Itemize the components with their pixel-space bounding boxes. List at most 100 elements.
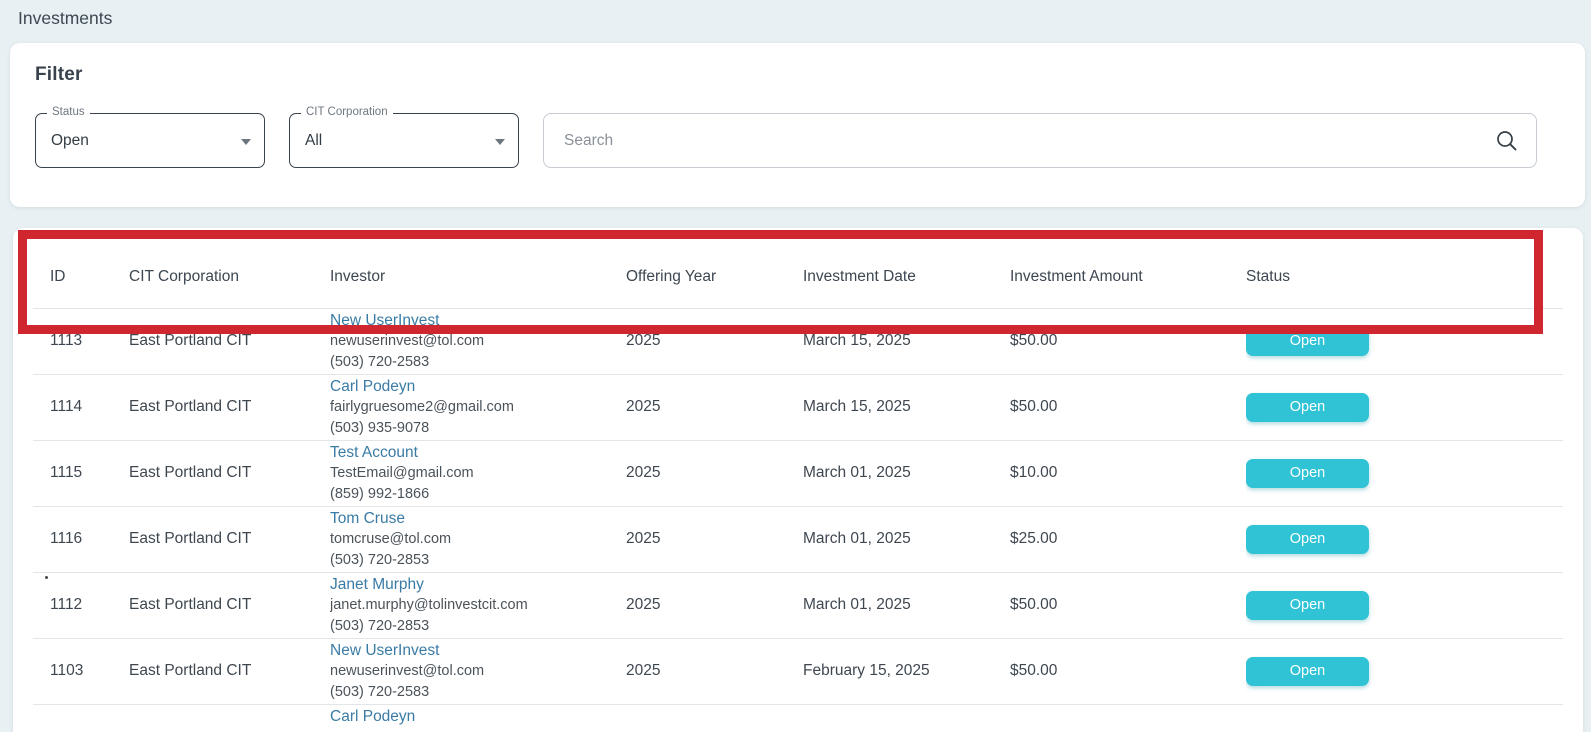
column-header-investment-date: Investment Date bbox=[803, 228, 1010, 309]
search-field bbox=[543, 113, 1537, 168]
cell-offering-year: 2025 bbox=[626, 506, 803, 573]
cell-offering-year: 2025 bbox=[626, 308, 803, 375]
cell-investment-date bbox=[803, 704, 1010, 732]
investor-phone: (503) 720-2583 bbox=[330, 683, 430, 700]
column-header-investment-amount: Investment Amount bbox=[1010, 228, 1246, 309]
status-open-button[interactable]: Open bbox=[1246, 524, 1369, 554]
status-select-label: Status bbox=[47, 106, 90, 118]
cell-investment-amount bbox=[1010, 704, 1246, 732]
search-input[interactable] bbox=[544, 114, 1536, 167]
cell-investment-date: March 15, 2025 bbox=[803, 308, 1010, 375]
cell-cit-corporation: East Portland CIT bbox=[129, 638, 330, 705]
cell-investor: Carl Podeyn fairlygruesome2@gmail.com (5… bbox=[330, 374, 626, 441]
stray-dot-artifact bbox=[45, 576, 48, 579]
investor-email bbox=[330, 727, 626, 732]
column-header-cit-corporation: CIT Corporation bbox=[129, 228, 330, 309]
cell-status: Open bbox=[1246, 374, 1563, 441]
cell-investment-amount: $50.00 bbox=[1010, 638, 1246, 705]
cell-cit-corporation: East Portland CIT bbox=[129, 440, 330, 507]
filter-card: Filter Status Open CIT Corporation All bbox=[10, 43, 1585, 207]
investor-name-link[interactable]: New UserInvest bbox=[330, 311, 440, 329]
investments-table: ID CIT Corporation Investor Offering Year In… bbox=[33, 228, 1563, 732]
column-header-investor: Investor bbox=[330, 228, 626, 309]
cell-investment-date: March 15, 2025 bbox=[803, 374, 1010, 441]
cell-id: 1103 bbox=[33, 638, 129, 705]
investor-email: janet.murphy@tolinvestcit.com bbox=[330, 596, 528, 613]
cell-id: 1115 bbox=[33, 440, 129, 507]
cell-status: Open bbox=[1246, 440, 1563, 507]
table-row: 1115 East Portland CIT Test Account Test… bbox=[33, 440, 1563, 507]
investor-email: TestEmail@gmail.com bbox=[330, 464, 474, 481]
cell-investment-amount: $10.00 bbox=[1010, 440, 1246, 507]
cell-status: Open bbox=[1246, 506, 1563, 573]
investor-phone: (503) 935-9078 bbox=[330, 419, 430, 436]
investor-phone: (503) 720-2853 bbox=[330, 617, 430, 634]
investments-table-card: ID CIT Corporation Investor Offering Year In… bbox=[13, 228, 1583, 732]
cell-investor: Carl Podeyn bbox=[330, 704, 626, 732]
cell-status: Open bbox=[1246, 638, 1563, 705]
cell-id: 1112 bbox=[33, 572, 129, 639]
status-open-button[interactable]: Open bbox=[1246, 326, 1369, 356]
table-body: 1113 East Portland CIT New UserInvest ne… bbox=[33, 308, 1563, 732]
investor-name-link[interactable]: Tom Cruse bbox=[330, 509, 405, 527]
cell-cit-corporation: East Portland CIT bbox=[129, 506, 330, 573]
investor-email: fairlygruesome2@gmail.com bbox=[330, 398, 514, 415]
cell-investment-amount: $50.00 bbox=[1010, 308, 1246, 375]
status-open-button[interactable]: Open bbox=[1246, 656, 1369, 686]
investor-name-link[interactable]: Test Account bbox=[330, 443, 418, 461]
cell-cit-corporation: East Portland CIT bbox=[129, 374, 330, 441]
investor-name-link[interactable]: Carl Podeyn bbox=[330, 377, 416, 395]
investor-phone: (503) 720-2853 bbox=[330, 551, 430, 568]
investor-email: newuserinvest@tol.com bbox=[330, 332, 485, 349]
status-open-button[interactable]: Open bbox=[1246, 458, 1369, 488]
cell-cit-corporation bbox=[129, 704, 330, 732]
investor-name-link[interactable]: Carl Podeyn bbox=[330, 707, 416, 725]
chevron-down-icon bbox=[495, 138, 505, 145]
cell-investment-date: March 01, 2025 bbox=[803, 506, 1010, 573]
cell-status: Open bbox=[1246, 572, 1563, 639]
status-select-value: Open bbox=[51, 131, 89, 149]
status-open-button[interactable]: Open bbox=[1246, 392, 1369, 422]
cell-status: Open bbox=[1246, 308, 1563, 375]
table-row: 1113 East Portland CIT New UserInvest ne… bbox=[33, 308, 1563, 375]
cell-id: 1113 bbox=[33, 308, 129, 375]
cell-offering-year: 2025 bbox=[626, 638, 803, 705]
table-row: 1114 East Portland CIT Carl Podeyn fairl… bbox=[33, 374, 1563, 441]
cell-investment-amount: $50.00 bbox=[1010, 572, 1246, 639]
cell-investment-amount: $25.00 bbox=[1010, 506, 1246, 573]
cit-corporation-select[interactable]: CIT Corporation All bbox=[289, 106, 519, 168]
cell-investor: Test Account TestEmail@gmail.com (859) 9… bbox=[330, 440, 626, 507]
cell-offering-year bbox=[626, 704, 803, 732]
table-row: Carl Podeyn bbox=[33, 704, 1563, 732]
cell-investor: New UserInvest newuserinvest@tol.com (50… bbox=[330, 308, 626, 375]
status-select[interactable]: Status Open bbox=[35, 106, 265, 168]
cell-investment-date: February 15, 2025 bbox=[803, 638, 1010, 705]
cell-investor: Janet Murphy janet.murphy@tolinvestcit.c… bbox=[330, 572, 626, 639]
filter-heading: Filter bbox=[35, 64, 83, 85]
investor-name-link[interactable]: New UserInvest bbox=[330, 641, 440, 659]
column-header-offering-year: Offering Year bbox=[626, 228, 803, 309]
cell-investment-date: March 01, 2025 bbox=[803, 572, 1010, 639]
cell-id bbox=[33, 704, 129, 732]
cell-status bbox=[1246, 704, 1563, 732]
investor-email: newuserinvest@tol.com bbox=[330, 662, 485, 679]
investor-name-link[interactable]: Janet Murphy bbox=[330, 575, 424, 593]
investor-email: tomcruse@tol.com bbox=[330, 530, 452, 547]
column-header-status: Status bbox=[1246, 228, 1563, 309]
cell-id: 1114 bbox=[33, 374, 129, 441]
table-header-row: ID CIT Corporation Investor Offering Year In… bbox=[33, 228, 1563, 309]
search-icon[interactable] bbox=[1495, 129, 1519, 153]
cell-offering-year: 2025 bbox=[626, 374, 803, 441]
cell-investor: New UserInvest newuserinvest@tol.com (50… bbox=[330, 638, 626, 705]
table-row: 1112 East Portland CIT Janet Murphy jane… bbox=[33, 572, 1563, 639]
page-title: Investments bbox=[18, 8, 113, 28]
cell-offering-year: 2025 bbox=[626, 572, 803, 639]
column-header-id: ID bbox=[33, 228, 129, 309]
cit-corporation-select-label: CIT Corporation bbox=[301, 106, 393, 118]
cell-id: 1116 bbox=[33, 506, 129, 573]
cell-cit-corporation: East Portland CIT bbox=[129, 572, 330, 639]
cell-investment-amount: $50.00 bbox=[1010, 374, 1246, 441]
investor-phone: (859) 992-1866 bbox=[330, 485, 430, 502]
cell-investor: Tom Cruse tomcruse@tol.com (503) 720-285… bbox=[330, 506, 626, 573]
status-open-button[interactable]: Open bbox=[1246, 590, 1369, 620]
